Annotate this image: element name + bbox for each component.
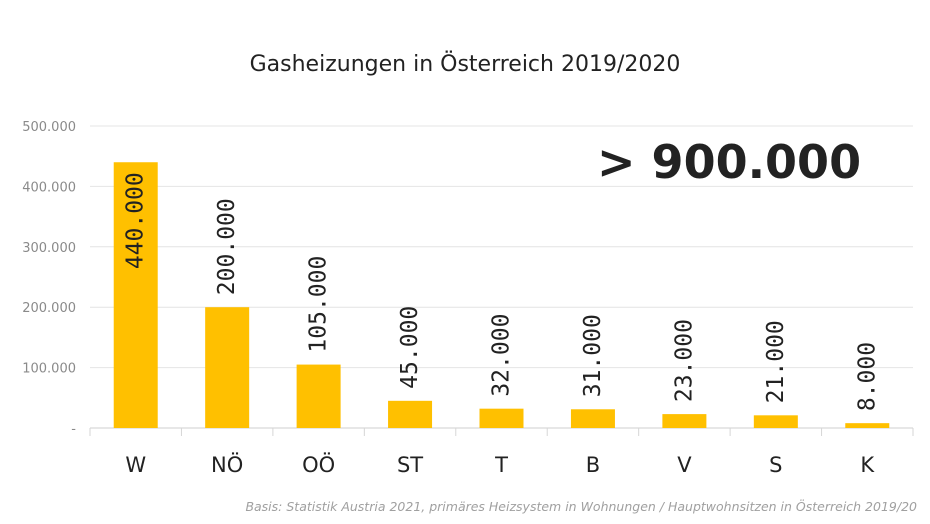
bar-k — [845, 423, 890, 428]
data-label: 23.000 — [671, 319, 697, 402]
y-axis-tick-labels: - 100.000 200.000 300.000 400.000 500.000 — [22, 120, 76, 437]
data-label: 45.000 — [397, 306, 423, 389]
category-label: OÖ — [302, 452, 335, 477]
category-label: B — [586, 453, 600, 477]
data-label: 31.000 — [580, 314, 606, 397]
bar-s — [753, 415, 798, 428]
y-tick-label: 100.000 — [22, 362, 76, 377]
category-label: S — [769, 453, 782, 477]
x-axis-category-labels: W NÖ OÖ ST T B V S K — [125, 452, 875, 477]
y-tick-label: 500.000 — [22, 120, 76, 135]
y-tick-label: - — [71, 422, 76, 437]
data-labels: 440.000 200.000 105.000 45.000 32.000 31.000 2… — [123, 172, 881, 411]
bar-v — [662, 414, 707, 428]
data-label: 32.000 — [489, 314, 515, 397]
data-label: 440.000 — [123, 172, 149, 269]
chart-title: Gasheizungen in Österreich 2019/2020 — [250, 51, 681, 77]
bars — [113, 162, 890, 429]
source-note: Basis: Statistik Austria 2021, primäres … — [245, 498, 917, 514]
category-label: V — [677, 453, 692, 477]
bar-oö — [296, 364, 341, 428]
y-tick-label: 200.000 — [22, 301, 76, 316]
y-tick-label: 300.000 — [22, 241, 76, 256]
bar-b — [570, 409, 615, 428]
data-label: 200.000 — [214, 198, 240, 295]
total-annotation: > 900.000 — [597, 135, 861, 189]
category-label: W — [125, 453, 146, 477]
y-tick-label: 400.000 — [22, 180, 76, 195]
bar-nö — [205, 307, 250, 428]
data-label: 21.000 — [763, 320, 789, 403]
bar-t — [479, 408, 524, 428]
category-label: K — [860, 453, 875, 477]
category-label: T — [494, 453, 508, 477]
bar-st — [388, 400, 433, 428]
category-label: ST — [397, 453, 423, 477]
data-label: 8.000 — [854, 342, 880, 411]
category-label: NÖ — [211, 452, 243, 477]
bar-w — [113, 162, 158, 429]
data-label: 105.000 — [306, 256, 332, 353]
